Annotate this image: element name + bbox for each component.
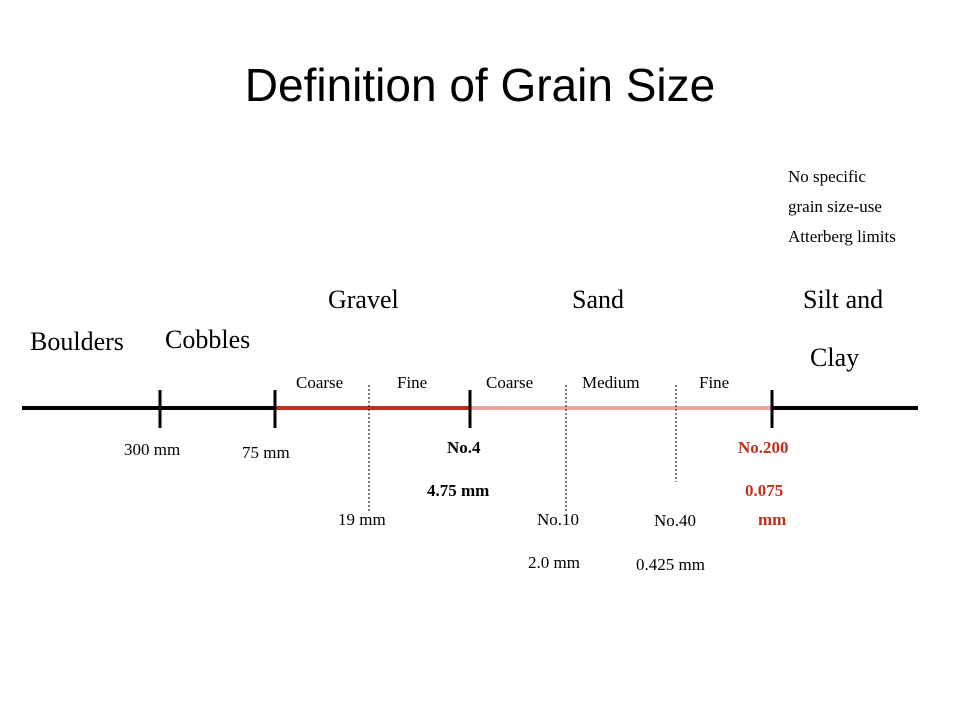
page-title: Definition of Grain Size — [244, 59, 716, 111]
boundary-no4-size: 4.75 mm — [427, 481, 490, 500]
category-gravel: Gravel — [328, 285, 399, 314]
atterberg-note-line-3: Atterberg limits — [788, 227, 896, 246]
boundary-no40-sieve: No.40 — [654, 511, 697, 530]
boundary-no40-size: 0.425 mm — [636, 555, 705, 574]
boundary-75mm: 75 mm — [242, 443, 290, 462]
sand-fine-label: Fine — [699, 373, 730, 392]
category-silt-clay-line-1: Silt and — [803, 285, 884, 314]
category-cobbles: Cobbles — [165, 325, 251, 354]
sand-coarse-label: Coarse — [486, 373, 534, 392]
category-boulders: Boulders — [30, 327, 124, 356]
boundary-no200-size-line-1: 0.075 — [745, 481, 784, 500]
atterberg-note-line-2: grain size-use — [788, 197, 882, 216]
boundary-300mm: 300 mm — [124, 440, 181, 459]
boundary-19mm: 19 mm — [338, 510, 386, 529]
boundary-no200-size-line-2: mm — [758, 510, 787, 529]
gravel-fine-label: Fine — [397, 373, 428, 392]
category-silt-clay-line-2: Clay — [810, 343, 860, 372]
atterberg-note-line-1: No specific — [788, 167, 866, 186]
boundary-no10-sieve: No.10 — [537, 510, 580, 529]
gravel-coarse-label: Coarse — [296, 373, 344, 392]
category-sand: Sand — [572, 285, 624, 314]
boundary-no10-size: 2.0 mm — [528, 553, 580, 572]
sand-medium-label: Medium — [582, 373, 640, 392]
boundary-no4-sieve: No.4 — [447, 438, 481, 457]
boundary-no200-sieve: No.200 — [738, 438, 789, 457]
